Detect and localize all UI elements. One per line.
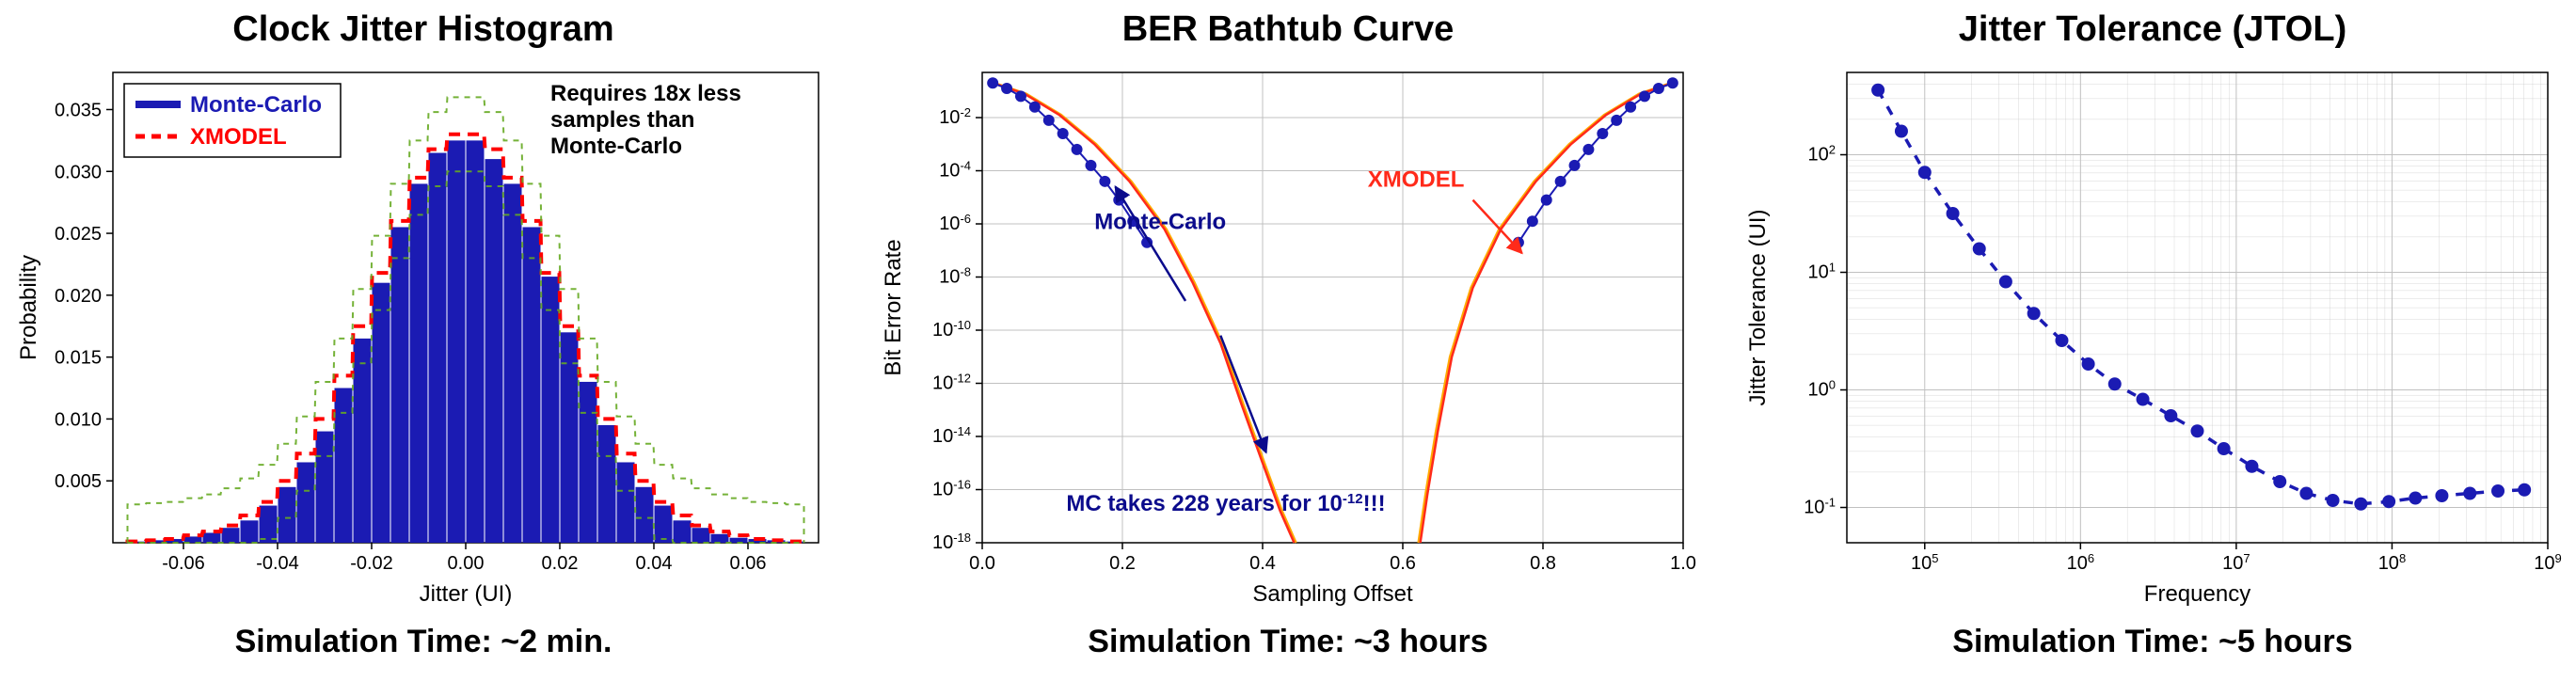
svg-text:10-2: 10-2 bbox=[939, 105, 971, 129]
hist-title: Clock Jitter Histogram bbox=[232, 9, 613, 50]
svg-text:Jitter (UI): Jitter (UI) bbox=[420, 581, 513, 607]
svg-text:Probability: Probability bbox=[16, 255, 41, 360]
jtol-caption: Simulation Time: ~5 hours bbox=[1952, 624, 2352, 660]
svg-text:109: 109 bbox=[2534, 551, 2561, 575]
hist-caption: Simulation Time: ~2 min. bbox=[235, 624, 612, 660]
svg-text:100: 100 bbox=[1808, 377, 1836, 401]
svg-text:10-8: 10-8 bbox=[939, 264, 971, 288]
svg-text:107: 107 bbox=[2222, 551, 2250, 575]
svg-text:0.04: 0.04 bbox=[636, 553, 673, 574]
svg-text:0.010: 0.010 bbox=[55, 409, 102, 430]
panel-histogram: Clock Jitter Histogram -0.06 -0.04 -0.02 0.… bbox=[9, 9, 837, 660]
svg-text:10-6: 10-6 bbox=[939, 212, 971, 235]
bathtub-caption: Simulation Time: ~3 hours bbox=[1088, 624, 1487, 660]
panel-bathtub: BER Bathtub Curve 0.0 0.2 0.4 0.6 0.8 1.0 10-2… bbox=[874, 9, 1702, 660]
svg-text:-0.04: -0.04 bbox=[256, 553, 299, 574]
svg-text:10-1: 10-1 bbox=[1804, 495, 1836, 518]
svg-text:MC takes 228 years for 10-12!!: MC takes 228 years for 10-12!!! bbox=[1066, 491, 1385, 517]
svg-text:101: 101 bbox=[1808, 260, 1836, 283]
svg-text:0.00: 0.00 bbox=[448, 553, 485, 574]
svg-text:-0.02: -0.02 bbox=[350, 553, 393, 574]
svg-text:Bit Error Rate: Bit Error Rate bbox=[881, 239, 906, 375]
svg-text:105: 105 bbox=[1911, 551, 1938, 575]
svg-text:0.030: 0.030 bbox=[55, 162, 102, 182]
svg-text:10-10: 10-10 bbox=[932, 318, 971, 341]
svg-text:XMODEL: XMODEL bbox=[190, 124, 287, 150]
svg-text:106: 106 bbox=[2067, 551, 2094, 575]
panel-jtol: Jitter Tolerance (JTOL) 1051061071081091… bbox=[1739, 9, 2567, 660]
bathtub-title: BER Bathtub Curve bbox=[1122, 9, 1455, 50]
svg-text:10-4: 10-4 bbox=[939, 158, 971, 182]
svg-text:samples than: samples than bbox=[550, 107, 694, 133]
svg-text:0.4: 0.4 bbox=[1249, 553, 1276, 574]
svg-text:10-14: 10-14 bbox=[932, 424, 971, 448]
svg-text:10-18: 10-18 bbox=[932, 531, 971, 554]
svg-text:0.020: 0.020 bbox=[55, 286, 102, 307]
svg-text:0.8: 0.8 bbox=[1530, 553, 1556, 574]
svg-text:108: 108 bbox=[2378, 551, 2406, 575]
svg-text:Jitter Tolerance (UI): Jitter Tolerance (UI) bbox=[1745, 210, 1771, 406]
svg-text:0.06: 0.06 bbox=[730, 553, 767, 574]
svg-text:0.0: 0.0 bbox=[969, 553, 995, 574]
jtol-title: Jitter Tolerance (JTOL) bbox=[1959, 9, 2346, 50]
svg-text:0.2: 0.2 bbox=[1109, 553, 1136, 574]
svg-text:Monte-Carlo: Monte-Carlo bbox=[190, 92, 322, 118]
svg-text:0.035: 0.035 bbox=[55, 100, 102, 120]
svg-text:10-12: 10-12 bbox=[932, 371, 971, 394]
svg-text:Monte-Carlo: Monte-Carlo bbox=[1094, 210, 1226, 235]
svg-text:0.015: 0.015 bbox=[55, 348, 102, 369]
svg-text:102: 102 bbox=[1808, 142, 1836, 166]
svg-text:1.0: 1.0 bbox=[1670, 553, 1696, 574]
svg-text:-0.06: -0.06 bbox=[162, 553, 205, 574]
svg-text:Monte-Carlo: Monte-Carlo bbox=[550, 134, 682, 159]
figure-row: Clock Jitter Histogram -0.06 -0.04 -0.02 0.… bbox=[9, 9, 2567, 660]
svg-text:0.005: 0.005 bbox=[55, 471, 102, 492]
svg-text:0.6: 0.6 bbox=[1390, 553, 1416, 574]
svg-text:Frequency: Frequency bbox=[2144, 581, 2250, 607]
svg-text:0.02: 0.02 bbox=[542, 553, 579, 574]
svg-text:0.025: 0.025 bbox=[55, 224, 102, 245]
bathtub-chart: 0.0 0.2 0.4 0.6 0.8 1.0 10-2 10-4 10-6 10-8 10-10 1… bbox=[874, 54, 1702, 618]
hist-chart: -0.06 -0.04 -0.02 0.00 0.02 0.04 0.06 0.005 0.01… bbox=[9, 54, 837, 618]
svg-text:10-16: 10-16 bbox=[932, 477, 971, 499]
jtol-chart: 105 106 107 108 109 10-1 100 101 102 Frequency Jit… bbox=[1739, 54, 2567, 618]
svg-text:Requires 18x less: Requires 18x less bbox=[550, 81, 741, 106]
svg-text:XMODEL: XMODEL bbox=[1368, 166, 1465, 192]
svg-text:Sampling Offset: Sampling Offset bbox=[1252, 581, 1413, 607]
